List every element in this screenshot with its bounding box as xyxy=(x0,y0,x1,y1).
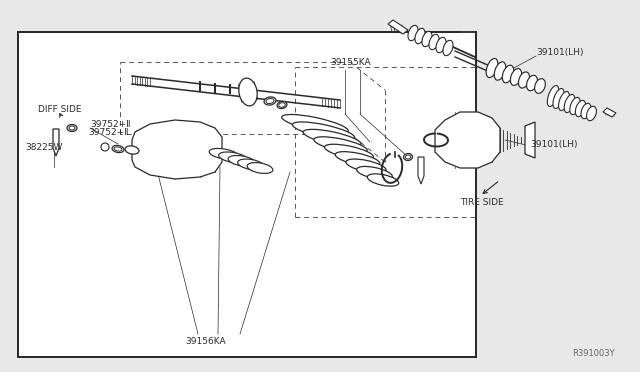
Text: 39155KA: 39155KA xyxy=(330,58,371,67)
Ellipse shape xyxy=(436,37,446,53)
Ellipse shape xyxy=(335,140,345,153)
Ellipse shape xyxy=(209,148,239,160)
Polygon shape xyxy=(388,20,408,34)
Ellipse shape xyxy=(511,68,522,86)
Ellipse shape xyxy=(266,99,274,103)
Ellipse shape xyxy=(408,25,418,41)
Polygon shape xyxy=(132,120,222,179)
Text: TIRE SIDE: TIRE SIDE xyxy=(460,198,504,206)
Ellipse shape xyxy=(279,103,285,107)
Ellipse shape xyxy=(586,106,596,121)
Polygon shape xyxy=(603,108,616,117)
Text: 39101(LH): 39101(LH) xyxy=(530,140,577,148)
Ellipse shape xyxy=(114,147,122,151)
Polygon shape xyxy=(53,129,59,156)
Ellipse shape xyxy=(575,100,586,117)
Ellipse shape xyxy=(67,125,77,131)
Ellipse shape xyxy=(303,129,361,147)
Ellipse shape xyxy=(403,154,413,160)
Ellipse shape xyxy=(527,75,538,91)
Ellipse shape xyxy=(518,72,529,88)
Ellipse shape xyxy=(429,34,439,50)
Ellipse shape xyxy=(314,137,367,153)
Ellipse shape xyxy=(405,155,411,159)
Text: DIFF SIDE: DIFF SIDE xyxy=(38,105,81,113)
Ellipse shape xyxy=(553,89,564,109)
Ellipse shape xyxy=(335,152,380,166)
Polygon shape xyxy=(18,32,476,357)
Ellipse shape xyxy=(547,86,559,106)
Polygon shape xyxy=(525,122,535,158)
Text: 39156KA: 39156KA xyxy=(185,337,226,346)
Polygon shape xyxy=(435,112,500,168)
Ellipse shape xyxy=(443,40,453,56)
Ellipse shape xyxy=(422,31,432,46)
Ellipse shape xyxy=(570,97,580,115)
Ellipse shape xyxy=(239,78,257,106)
Ellipse shape xyxy=(69,126,75,130)
Ellipse shape xyxy=(581,103,591,119)
Ellipse shape xyxy=(324,144,374,160)
Polygon shape xyxy=(418,157,424,184)
Ellipse shape xyxy=(486,58,498,77)
Text: R391003Y: R391003Y xyxy=(572,350,614,359)
Ellipse shape xyxy=(337,141,344,150)
Ellipse shape xyxy=(282,115,348,134)
Ellipse shape xyxy=(247,163,273,173)
Ellipse shape xyxy=(228,155,256,167)
Ellipse shape xyxy=(415,28,425,44)
Ellipse shape xyxy=(219,152,247,163)
Ellipse shape xyxy=(346,159,386,173)
Ellipse shape xyxy=(292,122,355,140)
Ellipse shape xyxy=(494,62,506,80)
Ellipse shape xyxy=(564,94,575,113)
Ellipse shape xyxy=(356,166,392,180)
Ellipse shape xyxy=(125,146,139,154)
Ellipse shape xyxy=(112,145,124,153)
Ellipse shape xyxy=(367,174,399,186)
Text: 39752+Ⅱ: 39752+Ⅱ xyxy=(90,119,131,128)
Circle shape xyxy=(101,143,109,151)
Ellipse shape xyxy=(559,92,570,110)
Ellipse shape xyxy=(277,102,287,109)
Ellipse shape xyxy=(237,159,264,170)
Text: 39752+Ⅱ: 39752+Ⅱ xyxy=(88,128,129,137)
Ellipse shape xyxy=(502,65,514,83)
Ellipse shape xyxy=(534,78,545,93)
Text: 38225W: 38225W xyxy=(25,142,62,151)
Ellipse shape xyxy=(264,97,276,105)
Text: 39101(LH): 39101(LH) xyxy=(536,48,584,57)
